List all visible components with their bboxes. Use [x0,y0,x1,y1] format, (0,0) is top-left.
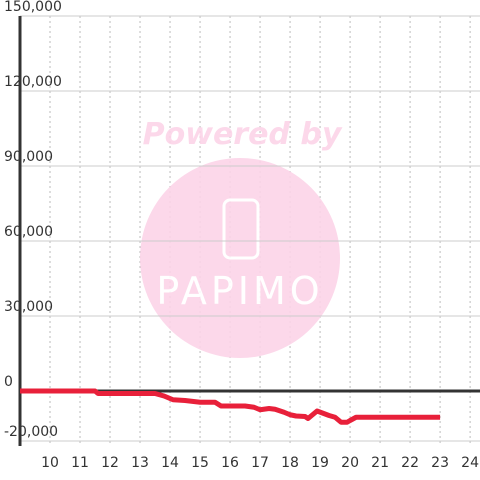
x-tick-label: 17 [251,455,269,471]
y-tick-label: 0 [4,374,13,390]
x-tick-label: 13 [131,455,149,471]
x-tick-label: 20 [341,455,359,471]
y-tick-label: 90,000 [4,149,53,165]
y-tick-label: 120,000 [4,74,62,90]
x-tick-label: 16 [221,455,239,471]
y-tick-label: 150,000 [4,0,62,15]
x-tick-label: 11 [71,455,89,471]
x-tick-label: 21 [371,455,389,471]
x-tick-label: 15 [191,455,209,471]
x-tick-label: 18 [281,455,299,471]
line [20,388,441,425]
watermark-text: PAPIMO [156,269,323,313]
x-tick-label: 10 [41,455,59,471]
x-tick-label: 14 [161,455,179,471]
watermark-text: Powered by [143,117,343,152]
x-tick-label: 23 [431,455,449,471]
watermark: Powered by PAPIMO [140,117,343,358]
x-tick-label: 22 [401,455,419,471]
x-tick-label: 19 [311,455,329,471]
y-tick-label: -20,000 [4,424,58,440]
watermark-icon [222,198,260,260]
y-tick-label: 30,000 [4,299,53,315]
x-tick-label: 12 [101,455,119,471]
y-tick-label: 60,000 [4,224,53,240]
x-tick-label: 24 [461,455,479,471]
